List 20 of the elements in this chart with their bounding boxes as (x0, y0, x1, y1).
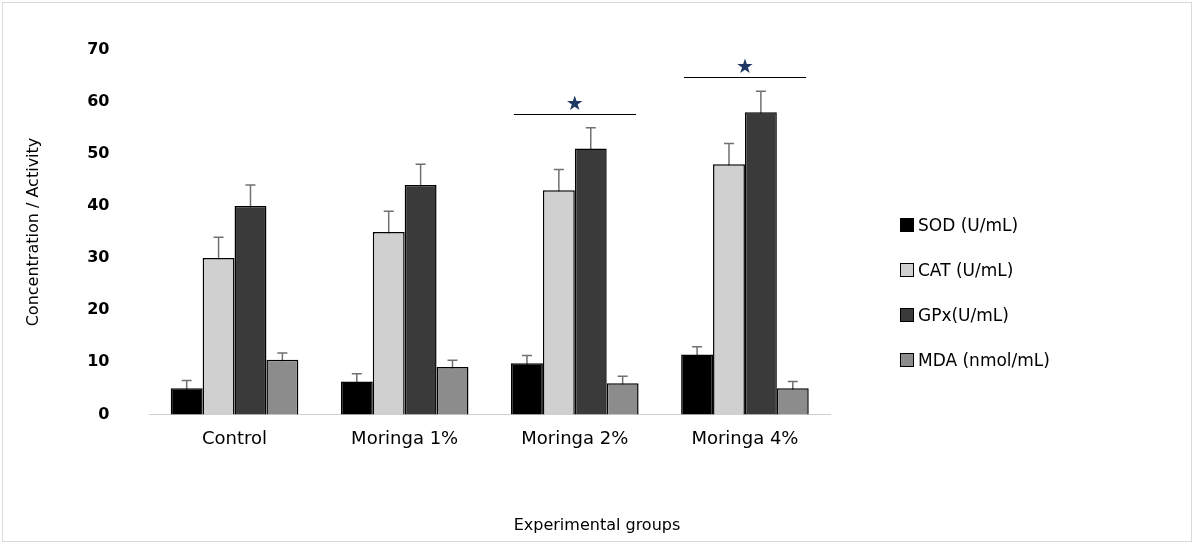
significance-bracket: ★ (513, 91, 637, 115)
y-axis-title: Concentration / Activity (22, 137, 42, 327)
x-tick-label: Moringa 1% (351, 426, 459, 448)
x-tick-label: Moringa 4% (691, 426, 799, 448)
significance-bracket: ★ (683, 55, 807, 79)
y-tick-label: 50 (87, 142, 110, 162)
legend-label: MDA (nmol/mL) (918, 350, 1050, 370)
y-tick-label: 60 (87, 90, 110, 110)
x-axis-title: Experimental groups (512, 515, 682, 534)
x-tick-label: Control (201, 426, 268, 448)
y-tick-label: 0 (98, 403, 110, 423)
legend-label: GPx(U/mL) (918, 305, 1009, 325)
legend-label: SOD (U/mL) (918, 215, 1019, 235)
x-tick-label: Moringa 2% (521, 426, 629, 448)
legend-label: CAT (U/mL) (918, 260, 1014, 280)
y-tick-label: 40 (87, 195, 110, 215)
y-tick-label: 30 (87, 247, 110, 267)
y-tick-label: 10 (87, 351, 110, 371)
y-tick-label: 20 (87, 299, 110, 319)
y-tick-label: 70 (87, 38, 110, 58)
